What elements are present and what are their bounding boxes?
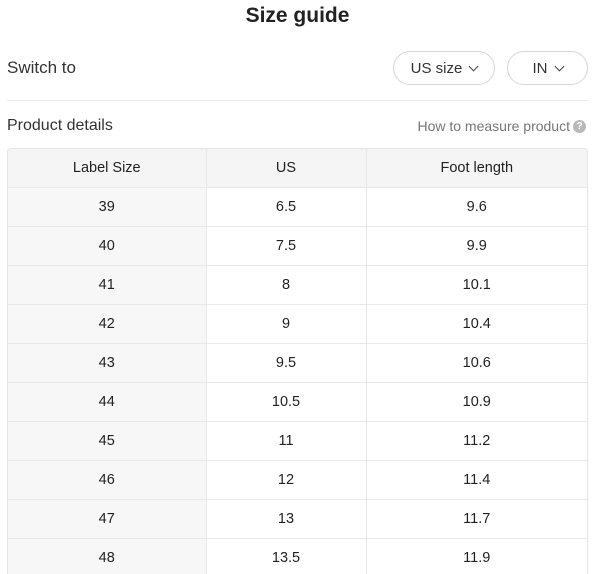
unit-value: IN [532,59,548,77]
us-size-cell: 12 [206,460,367,500]
foot-length-cell: 9.6 [366,187,587,227]
how-to-measure-label: How to measure product [417,118,570,134]
us-size-cell: 8 [206,265,367,305]
divider [7,100,588,101]
us-size-cell: 9 [206,304,367,344]
foot-length-cell: 11.4 [366,460,587,500]
label-size-cell: 44 [8,382,207,422]
size-system-value: US size [410,59,463,77]
foot-length-cell: 10.1 [366,265,587,305]
table-row: 45 11 11.2 [8,421,587,461]
column-header-label-size: Label Size [8,149,207,188]
switch-row: Switch to US size IN [7,51,588,85]
table-row: 41 8 10.1 [8,265,587,305]
foot-length-cell: 9.9 [366,226,587,266]
foot-length-cell: 10.6 [366,343,587,383]
label-size-cell: 46 [8,460,207,500]
column-header-foot-length: Foot length [366,149,587,188]
table-row: 47 13 11.7 [8,499,587,539]
us-size-cell: 6.5 [206,187,367,227]
table-row: 40 7.5 9.9 [8,226,587,266]
foot-length-cell: 11.9 [366,538,587,574]
details-row: Product details How to measure product ? [7,114,588,138]
column-header-us: US [206,149,367,188]
chevron-down-icon [468,61,479,71]
label-size-cell: 42 [8,304,207,344]
size-system-dropdown[interactable]: US size [393,51,495,85]
product-details-label: Product details [7,117,113,134]
unit-dropdown[interactable]: IN [507,51,588,85]
page-title: Size guide [245,4,350,27]
foot-length-cell: 10.4 [366,304,587,344]
label-size-cell: 39 [8,187,207,227]
table-row: 44 10.5 10.9 [8,382,587,422]
table-row: 39 6.5 9.6 [8,187,587,227]
label-size-cell: 41 [8,265,207,305]
chevron-down-icon [554,61,564,71]
label-size-cell: 48 [8,538,207,574]
us-size-cell: 11 [206,421,367,461]
us-size-cell: 10.5 [206,382,367,422]
label-size-cell: 40 [8,226,207,266]
how-to-measure-link[interactable]: How to measure product ? [417,114,586,138]
us-size-cell: 13.5 [206,538,367,574]
foot-length-cell: 11.2 [366,421,587,461]
label-size-cell: 43 [8,343,207,383]
us-size-cell: 7.5 [206,226,367,266]
foot-length-cell: 11.7 [366,499,587,539]
help-icon: ? [573,119,586,133]
size-table: Label Size US Foot length 39 6.5 9.6 40 … [7,148,588,574]
label-size-cell: 47 [8,499,207,539]
table-header-row: Label Size US Foot length [8,149,587,188]
table-row: 46 12 11.4 [8,460,587,500]
label-size-cell: 45 [8,421,207,461]
table-row: 42 9 10.4 [8,304,587,344]
switch-label: Switch to [7,58,76,77]
table-row: 43 9.5 10.6 [8,343,587,383]
table-row: 48 13.5 11.9 [8,538,587,574]
foot-length-cell: 10.9 [366,382,587,422]
us-size-cell: 13 [206,499,367,539]
us-size-cell: 9.5 [206,343,367,383]
